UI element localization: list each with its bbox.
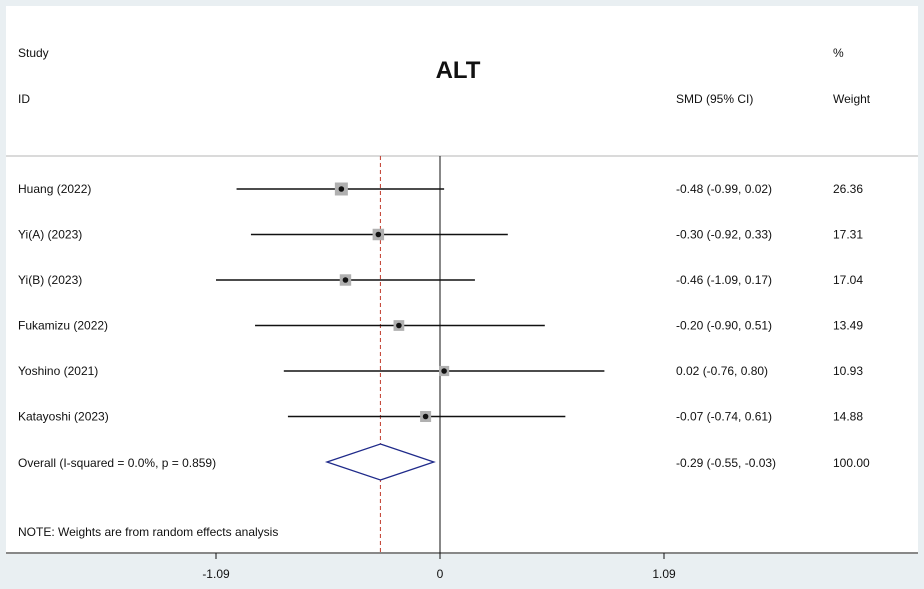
study-weight: 10.93	[833, 364, 863, 378]
x-tick-label: -1.09	[202, 567, 230, 581]
overall-diamond	[324, 443, 436, 481]
study-ci-text: -0.30 (-0.92, 0.33)	[676, 228, 772, 242]
study-point	[342, 277, 349, 283]
overall-label: Overall (I-squared = 0.0%, p = 0.859)	[18, 456, 216, 470]
study-label: Yi(A) (2023)	[18, 228, 82, 242]
header-study: Study	[18, 46, 49, 60]
study-rows: Huang (2022) -0.48 (-0.99, 0.02) 26.36 Yi(A…	[18, 182, 863, 424]
overall-ci: -0.29 (-0.55, -0.03)	[676, 456, 776, 470]
study-ci-text: -0.48 (-0.99, 0.02)	[676, 182, 772, 196]
study-label: Yi(B) (2023)	[18, 273, 82, 287]
header-weight: Weight	[833, 92, 871, 106]
study-weight: 17.04	[833, 273, 863, 287]
header-weight-symbol: %	[833, 46, 844, 60]
study-ci-text: -0.20 (-0.90, 0.51)	[676, 319, 772, 333]
header-effect: SMD (95% CI)	[676, 92, 753, 106]
chart-title: ALT	[436, 57, 481, 84]
x-axis-ticks: -1.09 0 1.09	[202, 553, 676, 581]
study-ci-text: -0.07 (-0.74, 0.61)	[676, 410, 772, 424]
study-weight: 13.49	[833, 319, 863, 333]
study-point	[338, 186, 345, 192]
overall-weight: 100.00	[833, 456, 870, 470]
study-ci-text: -0.46 (-1.09, 0.17)	[676, 273, 772, 287]
study-weight: 17.31	[833, 228, 863, 242]
study-point	[422, 413, 429, 420]
study-weight: 14.88	[833, 410, 863, 424]
study-point	[375, 231, 382, 238]
x-tick-label: 0	[437, 567, 444, 581]
header-id: ID	[18, 92, 30, 106]
note-text: NOTE: Weights are from random effects an…	[18, 525, 278, 539]
study-label: Katayoshi (2023)	[18, 410, 109, 424]
study-point	[396, 322, 402, 329]
study-label: Fukamizu (2022)	[18, 319, 108, 333]
study-label: Huang (2022)	[18, 182, 91, 196]
study-point	[441, 368, 447, 374]
study-weight: 26.36	[833, 182, 863, 196]
study-ci-text: 0.02 (-0.76, 0.80)	[676, 364, 768, 378]
study-label: Yoshino (2021)	[18, 364, 98, 378]
x-tick-label: 1.09	[652, 567, 676, 581]
